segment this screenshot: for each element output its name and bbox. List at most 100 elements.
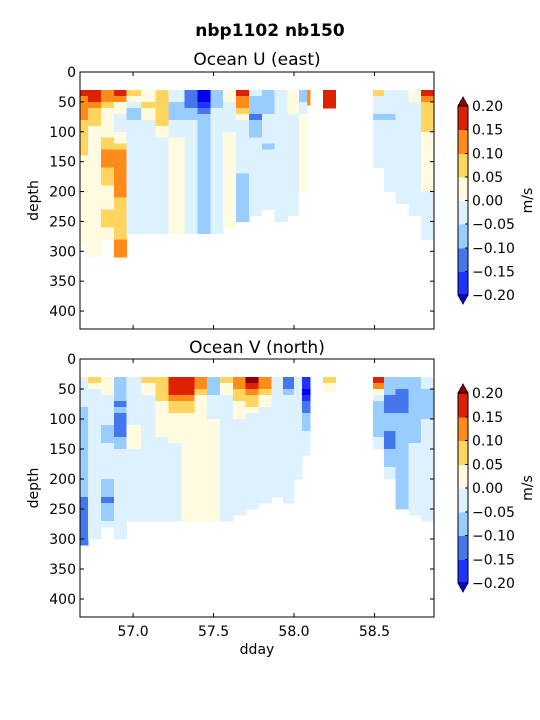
heat-cell bbox=[302, 377, 311, 384]
heat-cell bbox=[207, 425, 221, 432]
heat-cell bbox=[194, 479, 208, 486]
heat-cell bbox=[100, 191, 115, 198]
heat-cell bbox=[181, 425, 195, 432]
heat-cell bbox=[261, 101, 276, 109]
heat-cell bbox=[223, 137, 237, 145]
heat-cell bbox=[113, 131, 128, 139]
heat-cell bbox=[384, 437, 396, 444]
heat-cell bbox=[80, 173, 89, 180]
colorbar-segment bbox=[458, 535, 468, 560]
heat-cell bbox=[100, 425, 115, 432]
heat-cell bbox=[395, 125, 409, 133]
heat-cell bbox=[372, 119, 385, 127]
heat-cell bbox=[88, 221, 102, 228]
heat-cell bbox=[287, 113, 300, 121]
heat-cell bbox=[168, 113, 185, 121]
heat-cell bbox=[168, 125, 185, 133]
heat-cell bbox=[113, 95, 128, 103]
heat-cell bbox=[294, 395, 303, 402]
heat-cell bbox=[223, 197, 237, 204]
heat-cell bbox=[113, 413, 128, 420]
heat-cell bbox=[395, 377, 409, 384]
heat-cell bbox=[80, 533, 89, 540]
heat-cell bbox=[141, 107, 157, 115]
heat-cell bbox=[155, 497, 169, 504]
heat-cell bbox=[88, 479, 102, 486]
heat-cell bbox=[126, 491, 142, 498]
profile-column bbox=[181, 377, 195, 522]
heat-cell bbox=[384, 149, 396, 157]
heat-cell bbox=[261, 89, 276, 97]
heat-cell bbox=[210, 185, 224, 192]
heat-cell bbox=[100, 227, 115, 234]
x-axis-label: dday bbox=[240, 642, 275, 658]
heat-cell bbox=[395, 95, 409, 103]
heat-cell bbox=[232, 509, 247, 516]
heat-cell bbox=[80, 119, 89, 127]
heat-cell bbox=[282, 443, 295, 450]
heat-cell bbox=[113, 521, 128, 528]
heat-cell bbox=[294, 407, 303, 414]
y-tick-label: 200 bbox=[49, 185, 76, 201]
heat-cell bbox=[141, 221, 157, 228]
heat-cell bbox=[408, 143, 422, 151]
heat-cell bbox=[100, 485, 115, 492]
heat-cell bbox=[219, 419, 234, 426]
heat-cell bbox=[298, 95, 308, 103]
heat-cell bbox=[395, 497, 409, 504]
heat-cell bbox=[408, 137, 422, 145]
heat-cell bbox=[155, 419, 169, 426]
heat-cell bbox=[421, 227, 435, 234]
heat-cell bbox=[155, 485, 169, 492]
heat-cell bbox=[168, 95, 185, 103]
heat-cell bbox=[421, 473, 435, 480]
heat-cell bbox=[155, 491, 169, 498]
heat-cell bbox=[88, 233, 102, 240]
heat-cell bbox=[113, 173, 128, 180]
heat-cell bbox=[100, 155, 115, 163]
heat-cell bbox=[421, 431, 435, 438]
heat-cell bbox=[274, 203, 288, 210]
heat-cell bbox=[197, 137, 211, 145]
heat-cell bbox=[207, 497, 221, 504]
heat-cell bbox=[408, 401, 422, 408]
profile-column bbox=[372, 377, 385, 450]
heat-cell bbox=[395, 485, 409, 492]
heat-cell bbox=[287, 191, 300, 198]
heat-cell bbox=[210, 173, 224, 180]
heat-cell bbox=[245, 443, 260, 450]
heat-cell bbox=[236, 161, 250, 169]
heat-cell bbox=[210, 203, 224, 210]
heat-cell bbox=[126, 485, 142, 492]
heat-cell bbox=[232, 383, 247, 390]
heat-cell bbox=[80, 197, 89, 204]
heat-cell bbox=[100, 437, 115, 444]
colorbar-segment bbox=[458, 440, 468, 465]
heat-cell bbox=[223, 119, 237, 127]
heat-cell bbox=[100, 431, 115, 438]
heat-cell bbox=[141, 143, 157, 151]
heat-cell bbox=[181, 437, 195, 444]
heat-cell bbox=[210, 101, 224, 109]
heat-cell bbox=[80, 515, 89, 522]
chart-title: Ocean V (north) bbox=[189, 338, 325, 358]
heat-cell bbox=[248, 173, 263, 180]
heat-cell bbox=[184, 119, 198, 127]
heat-cell bbox=[248, 143, 263, 151]
heat-cell bbox=[232, 431, 247, 438]
heat-cell bbox=[223, 155, 237, 163]
heat-cell bbox=[248, 161, 263, 169]
heat-cell bbox=[126, 455, 142, 462]
heat-cell bbox=[232, 425, 247, 432]
heat-cell bbox=[141, 473, 157, 480]
heat-cell bbox=[372, 137, 385, 145]
heat-cell bbox=[80, 497, 89, 504]
heat-cell bbox=[155, 167, 169, 175]
heat-cell bbox=[113, 467, 128, 474]
heat-cell bbox=[88, 185, 102, 192]
heat-cell bbox=[88, 485, 102, 492]
heat-cell bbox=[274, 149, 288, 157]
heat-cell bbox=[248, 125, 263, 133]
heat-cell bbox=[155, 473, 169, 480]
